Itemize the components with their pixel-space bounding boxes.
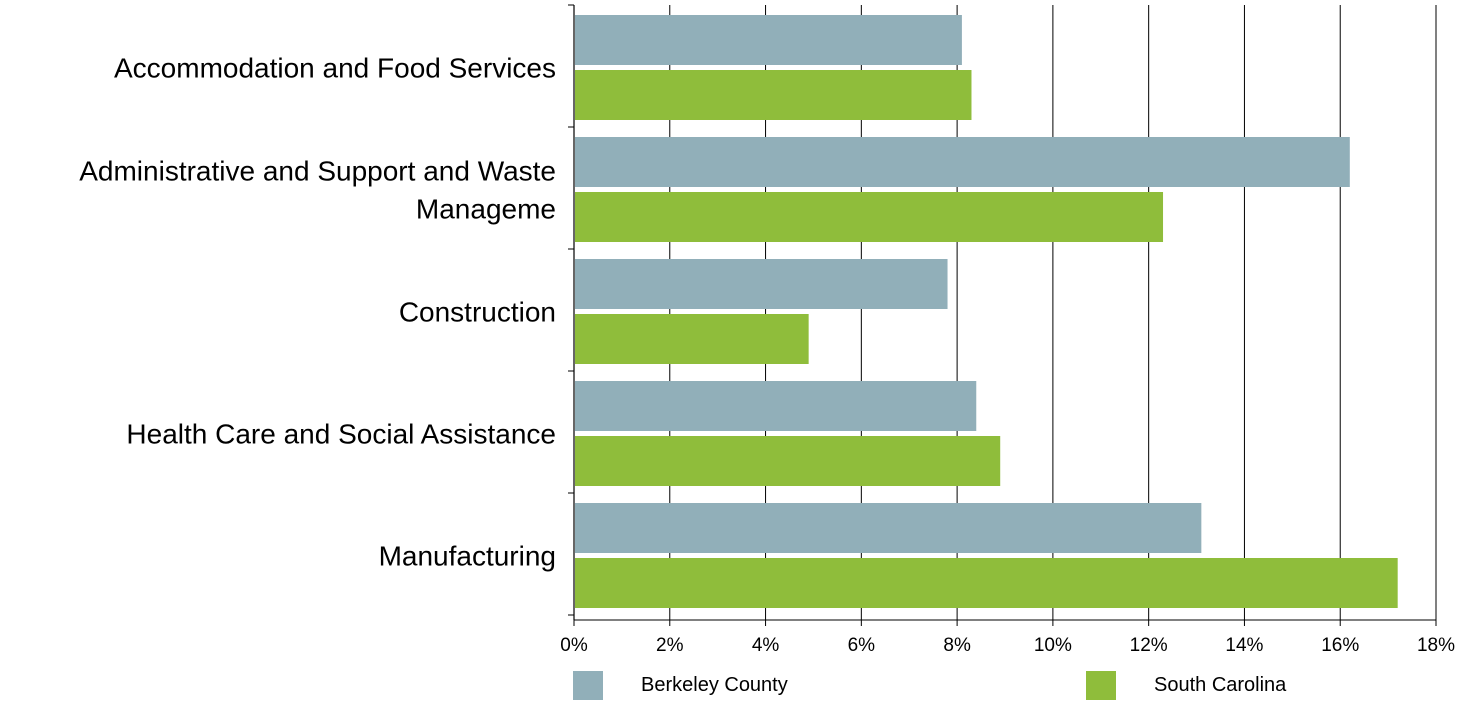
x-tick-label: 8% — [943, 635, 971, 656]
bar-berkeley-county — [575, 137, 1350, 187]
bars — [575, 15, 1398, 608]
bar-south-carolina — [575, 558, 1398, 608]
axes — [568, 4, 1437, 626]
x-tick-label: 6% — [848, 635, 876, 656]
x-tick-label: 16% — [1321, 635, 1359, 656]
x-tick-label: 12% — [1130, 635, 1168, 656]
x-tick-labels: 0% 2% 4% 6% 8% 10% 12% 14% 16% 18% — [560, 635, 1455, 656]
bar-south-carolina — [575, 70, 972, 120]
category-label: Construction — [399, 297, 556, 328]
bar-south-carolina — [575, 314, 809, 364]
category-label: Accommodation and Food Services — [114, 53, 556, 84]
category-label: Manageme — [416, 194, 556, 225]
legend-swatch-berkeley — [573, 670, 603, 700]
bar-berkeley-county — [575, 503, 1202, 553]
x-tick-label: 0% — [560, 635, 588, 656]
legend-label-south-carolina: South Carolina — [1154, 673, 1287, 696]
x-tick-label: 14% — [1225, 635, 1263, 656]
bar-berkeley-county — [575, 381, 977, 431]
legend-swatch-south-carolina — [1086, 670, 1116, 700]
legend-item-berkeley: Berkeley County — [573, 670, 788, 700]
bar-south-carolina — [575, 436, 1001, 486]
category-labels: Accommodation and Food Services Administr… — [79, 53, 556, 572]
bar-berkeley-county — [575, 259, 948, 309]
legend-label-berkeley: Berkeley County — [641, 673, 788, 696]
category-label: Administrative and Support and Waste — [79, 156, 556, 187]
category-label: Health Care and Social Assistance — [126, 419, 556, 450]
legend-item-south-carolina: South Carolina — [1086, 670, 1286, 700]
x-tick-label: 10% — [1034, 635, 1072, 656]
x-tick-label: 2% — [656, 635, 684, 656]
bar-berkeley-county — [575, 15, 962, 65]
bar-south-carolina — [575, 192, 1164, 242]
x-tick-label: 4% — [752, 635, 780, 656]
x-tick-label: 18% — [1417, 635, 1455, 656]
category-label: Manufacturing — [379, 541, 556, 572]
